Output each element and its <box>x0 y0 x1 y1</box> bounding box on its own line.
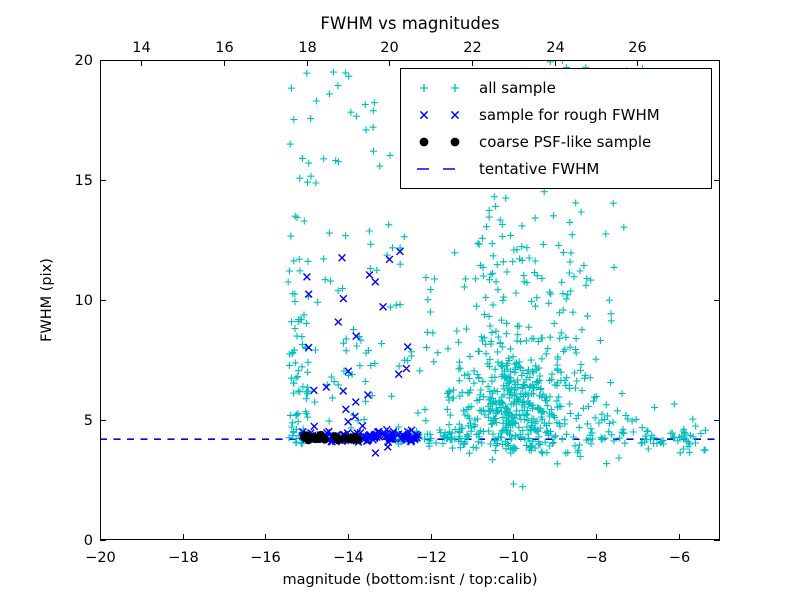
y-tick-label: 5 <box>84 413 93 429</box>
top-x-tick-label: 18 <box>298 40 316 56</box>
x-tick-label: −18 <box>168 550 199 566</box>
legend-item: coarse PSF-like sample <box>409 129 703 156</box>
top-x-tick-label: 26 <box>628 40 646 56</box>
legend-x <box>419 110 429 120</box>
top-x-tick-label: 14 <box>132 40 150 56</box>
legend-item: sample for rough FWHM <box>409 101 703 128</box>
legend-plus <box>420 83 428 92</box>
x-tick-label: −14 <box>333 550 364 566</box>
legend-item-label: coarse PSF-like sample <box>479 133 652 152</box>
legend-item: tentative FWHM <box>409 156 703 183</box>
psf-sample-point <box>309 433 319 442</box>
psf-sample-point <box>353 434 362 444</box>
legend-item-label: tentative FWHM <box>479 160 600 179</box>
legend-x <box>450 110 460 120</box>
top-x-tick-label: 20 <box>380 40 398 56</box>
legend-circle <box>450 137 460 147</box>
axis-ticks-layer <box>100 60 720 541</box>
legend-item: all sample <box>409 74 703 101</box>
plus-marker-icon <box>420 83 459 92</box>
data-points-layer <box>100 60 720 491</box>
y-tick-label: 20 <box>75 53 93 69</box>
psf-sample-point <box>301 431 311 441</box>
x-tick-label: −6 <box>669 550 690 566</box>
top-x-tick-label: 16 <box>215 40 233 56</box>
chart-title: FWHM vs magnitudes <box>320 14 499 33</box>
y-axis-label: FWHM (pix) <box>39 258 55 342</box>
y-tick-label: 10 <box>75 293 93 309</box>
x-tick-label: −8 <box>586 550 607 566</box>
top-x-tick-label: 24 <box>546 40 564 56</box>
x-tick-label: −20 <box>85 550 116 566</box>
legend-circle <box>419 137 429 147</box>
psf-sample-point <box>340 433 350 443</box>
x-axis-label: magnitude (bottom:isnt / top:calib) <box>282 572 537 588</box>
axis-tick-labels-layer: −20 −18 −16 −14 −12 −10 −8 −6 14 16 18 20 22 24 26 0 5 10… <box>75 40 691 566</box>
x-tick-label: −16 <box>250 550 281 566</box>
legend-item-label: sample for rough FWHM <box>479 105 660 124</box>
circle-marker-icon <box>419 137 460 147</box>
legend-item-label: all sample <box>479 78 556 97</box>
x-tick-label: −10 <box>498 550 529 566</box>
x-marker-icon <box>419 110 460 120</box>
legend-plus <box>451 83 459 92</box>
psf-sample-point <box>333 435 343 445</box>
y-tick-label: 15 <box>75 173 93 189</box>
series-1-points <box>298 247 422 457</box>
x-tick-label: −12 <box>416 550 447 566</box>
top-x-tick-label: 22 <box>463 40 481 56</box>
psf-sample-point <box>316 430 326 440</box>
y-tick-label: 0 <box>84 533 93 549</box>
dashed-line-icon <box>417 168 463 171</box>
series-2-points <box>300 430 363 445</box>
legend: all sample sample for rough FWHM coarse PS… <box>400 68 712 189</box>
